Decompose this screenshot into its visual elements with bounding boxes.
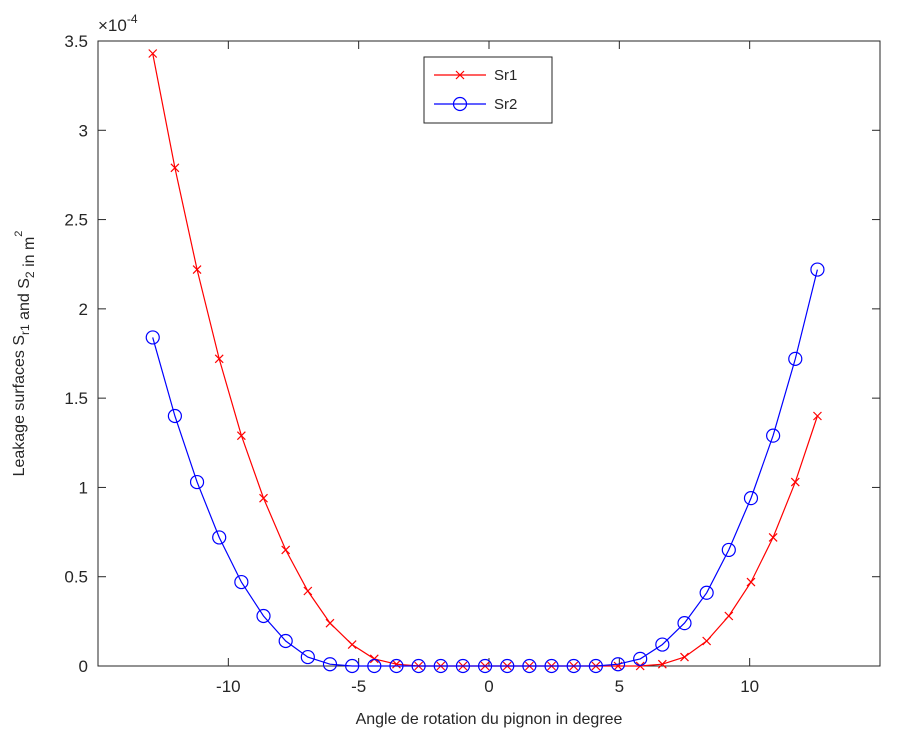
plot-area (97, 40, 881, 674)
data-point-sr1 (702, 636, 712, 646)
data-point-sr1 (768, 533, 778, 542)
y-axis-label-part: 2 (13, 231, 25, 237)
data-point-sr1 (303, 586, 313, 596)
y-axis-label-part: 2 (23, 271, 37, 278)
y-axis-label: Leakage surfaces Sr1 and S2 in m2 (11, 231, 38, 477)
data-point-sr1 (790, 477, 800, 487)
data-point-sr1 (813, 411, 822, 421)
x-tick-label: 0 (484, 677, 493, 696)
x-tick-label: -10 (216, 677, 241, 696)
axes-box (97, 40, 881, 667)
data-point-sr1 (281, 545, 291, 555)
data-point-sr1 (724, 611, 734, 621)
y-axis-label-part: in m (21, 237, 38, 272)
y-tick-label: 2.5 (64, 211, 88, 230)
y-tick-label: 3.5 (64, 32, 88, 51)
tick-labels: -10 -5 0 5 10 0 0.5 1 1.5 2 2.5 3 3.5 (64, 32, 759, 696)
legend-marker (455, 70, 465, 80)
data-point-sr2 (256, 608, 271, 624)
data-point-sr1 (680, 652, 689, 662)
tick-marks (98, 40, 880, 667)
data-point-sr2 (500, 658, 515, 674)
data-point-sr2 (367, 658, 382, 674)
data-point-sr1 (192, 265, 202, 274)
data-point-sr2 (677, 616, 692, 631)
data-point-sr2 (189, 474, 205, 490)
data-point-sr2 (566, 658, 581, 674)
data-point-sr2 (234, 574, 249, 590)
x-tick-label: 5 (615, 677, 624, 696)
y-tick-label: 1.5 (64, 389, 88, 408)
y-exponent-power: -4 (127, 12, 138, 26)
data-point-sr2 (633, 651, 648, 666)
data-point-sr2 (455, 658, 471, 674)
x-axis-label: Angle de rotation du pignon in degree (356, 711, 623, 728)
data-point-sr2 (788, 351, 803, 366)
y-tick-label: 2 (79, 300, 88, 319)
data-point-sr2 (145, 330, 160, 345)
data-point-sr2 (810, 262, 825, 277)
data-point-sr2 (588, 658, 603, 674)
legend-item-sr2: Sr2 (434, 96, 517, 113)
y-tick-label: 3 (79, 121, 88, 140)
legend-item-sr1: Sr1 (434, 67, 517, 84)
legend-box (423, 56, 553, 124)
legend-marker (452, 96, 468, 112)
legend-label: Sr1 (494, 67, 517, 84)
y-exponent-base: ×10 (98, 16, 127, 35)
data-point-sr2 (433, 658, 448, 674)
data-point-sr1 (746, 577, 756, 587)
data-point-sr2 (655, 637, 670, 652)
y-exponent-label: ×10-4 (98, 12, 138, 35)
data-point-sr2 (411, 658, 426, 674)
legend: Sr1 Sr2 (423, 56, 553, 124)
x-tick-label: -5 (351, 677, 366, 696)
series-line-sr2 (152, 269, 818, 667)
data-point-sr2 (743, 491, 759, 506)
x-tick-label: 10 (740, 677, 759, 696)
data-point-sr2 (345, 658, 360, 674)
data-point-sr2 (300, 649, 315, 665)
data-point-sr2 (721, 542, 736, 558)
data-point-sr1 (170, 163, 180, 173)
data-point-sr1 (325, 618, 335, 628)
data-point-sr2 (522, 658, 537, 674)
series-sr2 (145, 262, 825, 674)
y-axis-label-part: Leakage surfaces S (11, 335, 28, 476)
legend-label: Sr2 (494, 96, 517, 113)
data-point-sr2 (278, 633, 293, 649)
data-point-sr2 (167, 408, 182, 424)
data-point-sr2 (322, 657, 338, 672)
data-point-sr1 (148, 49, 158, 58)
data-point-sr2 (477, 658, 493, 674)
data-point-sr2 (766, 428, 781, 443)
data-point-sr2 (544, 658, 559, 674)
data-point-sr2 (212, 530, 227, 545)
data-point-sr1 (635, 661, 645, 671)
y-tick-label: 0 (79, 657, 88, 676)
series-layer (145, 49, 825, 674)
data-point-sr1 (214, 354, 224, 364)
data-point-sr1 (259, 493, 268, 503)
y-tick-label: 1 (79, 478, 88, 497)
y-axis-label-part: and S (16, 278, 33, 324)
y-tick-label: 0.5 (64, 568, 88, 587)
data-point-sr2 (699, 585, 714, 600)
y-axis-label-part: r1 (18, 324, 32, 335)
data-point-sr1 (657, 659, 667, 669)
data-point-sr2 (610, 657, 626, 672)
data-point-sr1 (392, 659, 401, 669)
data-point-sr1 (347, 640, 357, 649)
data-point-sr1 (236, 431, 246, 441)
data-point-sr1 (369, 654, 379, 664)
data-point-sr2 (389, 658, 404, 674)
